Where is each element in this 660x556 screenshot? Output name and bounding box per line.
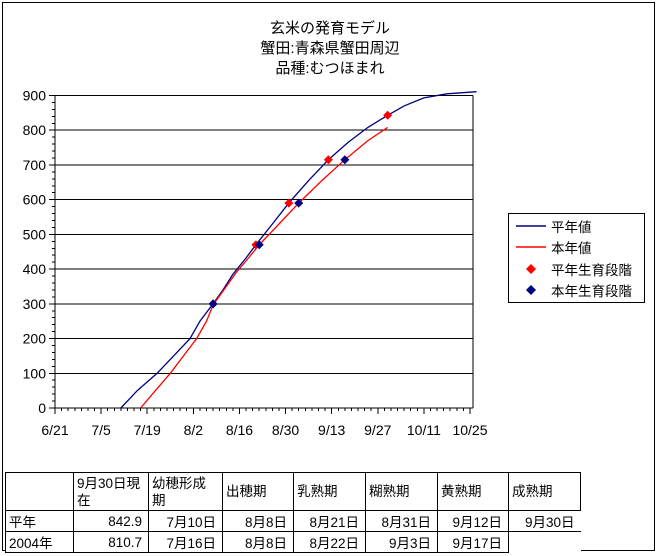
table-cell: 810.7 bbox=[73, 531, 149, 553]
table-header-cell: 黄熟期 bbox=[437, 472, 509, 511]
svg-text:600: 600 bbox=[23, 192, 47, 208]
table-cell: 9月17日 bbox=[437, 531, 509, 553]
table-cell: 7月10日 bbox=[148, 510, 223, 532]
svg-text:8/16: 8/16 bbox=[226, 422, 253, 438]
legend-label: 平年値 bbox=[551, 220, 592, 236]
chart-title-block: 玄米の発育モデル 蟹田:青森県蟹田周辺 品種:むつほまれ bbox=[0, 19, 660, 79]
table-header-cell: 乳熟期 bbox=[293, 472, 366, 511]
chart-title: 玄米の発育モデル bbox=[269, 20, 390, 37]
svg-text:6/21: 6/21 bbox=[41, 422, 68, 438]
table-cell: 7月16日 bbox=[148, 531, 223, 553]
legend-label: 本年値 bbox=[551, 241, 592, 257]
legend-item: 平年生育段階 bbox=[513, 259, 644, 279]
legend-label: 平年生育段階 bbox=[551, 262, 632, 278]
table-header-cell: 9月30日現在 bbox=[73, 472, 149, 511]
chart-subtitle-location: 蟹田:青森県蟹田周辺 bbox=[260, 40, 400, 57]
plot-area: 0 100 200 300 400 500 600 700 800 900 6/21 7/5 7/19 8… bbox=[23, 88, 488, 439]
table-cell: 842.9 bbox=[73, 510, 149, 532]
svg-text:8/30: 8/30 bbox=[272, 422, 299, 438]
svg-text:400: 400 bbox=[23, 261, 47, 277]
table-header-cell: 幼穂形成期 bbox=[148, 472, 223, 511]
legend-line-sample bbox=[516, 246, 546, 249]
table-cell: 8月8日 bbox=[222, 510, 294, 532]
svg-text:0: 0 bbox=[38, 400, 46, 416]
svg-text:900: 900 bbox=[23, 88, 47, 104]
svg-text:9/27: 9/27 bbox=[364, 422, 391, 438]
legend-label: 本年生育段階 bbox=[551, 283, 632, 299]
svg-text:7/19: 7/19 bbox=[134, 422, 161, 438]
svg-text:800: 800 bbox=[23, 122, 47, 138]
table-header-cell: 出穂期 bbox=[222, 472, 294, 511]
table-row: 2004年 810.7 7月16日 8月8日 8月22日 9月3日 9月17日 bbox=[5, 531, 581, 553]
chart-legend: 平年値本年値平年生育段階 本年生育段階 bbox=[508, 213, 645, 303]
table-row: 平年 842.9 7月10日 8月8日 8月21日 8月31日 9月12日 9月30日 bbox=[5, 510, 581, 532]
row-label-cell: 平年 bbox=[5, 510, 74, 532]
legend-diamond-icon bbox=[526, 284, 536, 295]
table-header-cell: 成熟期 bbox=[508, 472, 581, 511]
table-header-cell: 糊熟期 bbox=[365, 472, 438, 511]
svg-text:10/25: 10/25 bbox=[452, 422, 487, 438]
svg-text:10/11: 10/11 bbox=[407, 422, 441, 438]
table-cell: 8月21日 bbox=[293, 510, 366, 532]
table-cell: 9月30日 bbox=[508, 510, 581, 532]
legend-diamond-icon bbox=[526, 263, 536, 274]
chart-subtitle-variety: 品種:むつほまれ bbox=[275, 60, 385, 77]
svg-text:300: 300 bbox=[23, 296, 47, 312]
svg-text:500: 500 bbox=[23, 226, 47, 242]
legend-item: 平年値 bbox=[513, 216, 644, 236]
svg-text:9/13: 9/13 bbox=[318, 422, 345, 438]
svg-text:200: 200 bbox=[23, 331, 47, 347]
legend-item: 本年生育段階 bbox=[513, 280, 644, 300]
table-header-row: 9月30日現在 幼穂形成期 出穂期 乳熟期 糊熟期 黄熟期 成熟期 bbox=[5, 472, 581, 511]
table-header-cell bbox=[5, 472, 74, 511]
svg-text:8/2: 8/2 bbox=[184, 422, 204, 438]
table-cell bbox=[508, 531, 581, 553]
table-cell: 8月8日 bbox=[222, 531, 294, 553]
row-label-cell: 2004年 bbox=[5, 531, 74, 553]
svg-text:7/5: 7/5 bbox=[91, 422, 111, 438]
legend-item: 本年値 bbox=[513, 237, 644, 257]
table-cell: 9月3日 bbox=[365, 531, 438, 553]
svg-text:100: 100 bbox=[23, 365, 47, 381]
svg-text:700: 700 bbox=[23, 157, 47, 173]
growth-stage-table: 9月30日現在 幼穂形成期 出穂期 乳熟期 糊熟期 黄熟期 成熟期 平年 842.9 7月10日 8… bbox=[5, 472, 581, 553]
table-cell: 8月22日 bbox=[293, 531, 366, 553]
table-cell: 8月31日 bbox=[365, 510, 438, 532]
legend-line-sample bbox=[516, 225, 546, 227]
table-cell: 9月12日 bbox=[437, 510, 509, 532]
